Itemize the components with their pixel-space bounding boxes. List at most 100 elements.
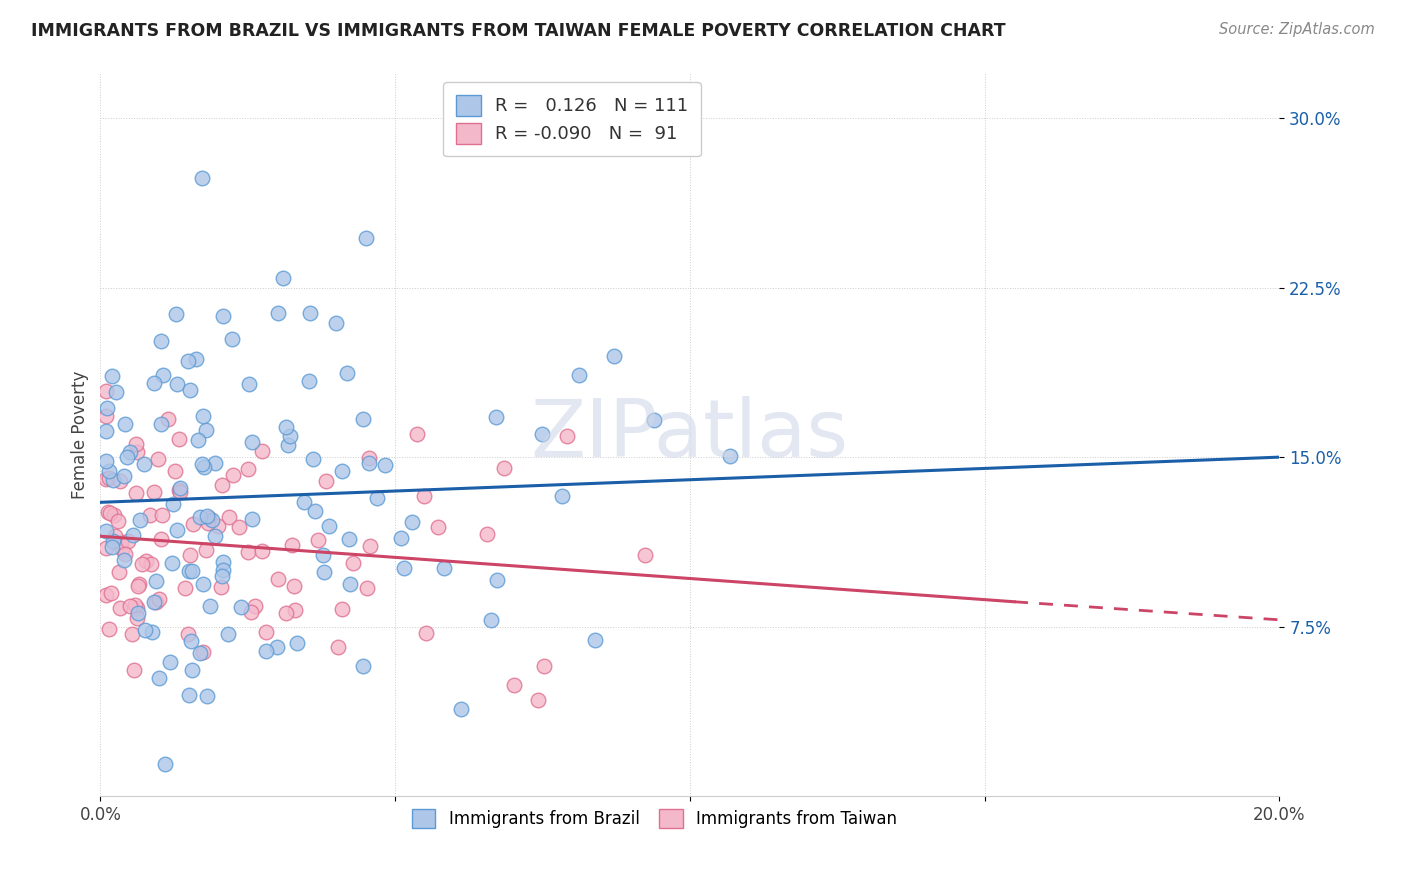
Point [568,368,591,382]
Point [503,678,526,692]
Point [148,591,170,606]
Point [312,548,335,562]
Point [96,588,118,602]
Point [201,513,224,527]
Point [389,531,412,545]
Point [633,548,655,562]
Point [100,541,122,555]
Point [114,417,136,431]
Point [197,516,219,531]
Point [101,534,124,549]
Point [197,690,219,704]
Point [211,478,233,492]
Point [159,656,181,670]
Text: IMMIGRANTS FROM BRAZIL VS IMMIGRANTS FROM TAIWAN FEMALE POVERTY CORRELATION CHAR: IMMIGRANTS FROM BRAZIL VS IMMIGRANTS FRO… [31,22,1005,40]
Point [211,555,233,569]
Point [555,429,578,443]
Point [96,401,118,416]
Point [198,511,221,525]
Point [148,671,170,685]
Point [603,349,626,363]
Point [301,452,323,467]
Point [401,515,423,529]
Point [188,510,211,524]
Point [312,566,335,580]
Point [277,438,299,452]
Point [96,541,118,556]
Point [121,627,143,641]
Point [134,624,156,638]
Point [415,625,437,640]
Point [298,374,321,388]
Point [283,579,305,593]
Point [180,633,202,648]
Point [352,411,374,425]
Point [366,491,388,506]
Point [107,514,129,528]
Point [267,306,290,320]
Point [110,535,132,549]
Point [177,354,200,368]
Point [142,595,165,609]
Point [103,508,125,522]
Point [125,611,148,625]
Point [191,409,214,423]
Point [146,452,169,467]
Point [114,547,136,561]
Point [284,603,307,617]
Point [292,495,315,509]
Point [96,424,118,438]
Point [132,457,155,471]
Point [212,309,235,323]
Point [337,532,360,546]
Point [156,411,179,425]
Point [339,577,361,591]
Point [108,565,131,579]
Point [105,384,128,399]
Point [551,489,574,503]
Point [141,557,163,571]
Point [222,468,245,483]
Point [188,647,211,661]
Legend: Immigrants from Brazil, Immigrants from Taiwan: Immigrants from Brazil, Immigrants from … [405,802,904,835]
Point [96,454,118,468]
Point [191,577,214,591]
Point [250,444,273,458]
Point [141,625,163,640]
Point [128,576,150,591]
Point [184,352,207,367]
Point [96,524,118,538]
Point [165,307,187,321]
Point [98,464,121,478]
Point [307,533,329,547]
Point [315,474,337,488]
Point [217,627,239,641]
Point [281,538,304,552]
Point [167,483,190,497]
Point [326,640,349,654]
Point [166,523,188,537]
Point [718,449,741,463]
Point [450,702,472,716]
Point [486,573,509,587]
Point [406,427,429,442]
Point [139,508,162,522]
Point [101,369,124,384]
Point [96,409,118,423]
Point [533,659,555,673]
Point [583,633,606,648]
Point [195,509,218,524]
Point [527,693,550,707]
Point [243,599,266,613]
Point [117,533,139,548]
Point [108,600,131,615]
Point [274,606,297,620]
Point [97,505,120,519]
Point [167,432,190,446]
Point [162,497,184,511]
Point [266,640,288,654]
Point [485,410,508,425]
Point [285,636,308,650]
Point [179,384,201,398]
Point [228,519,250,533]
